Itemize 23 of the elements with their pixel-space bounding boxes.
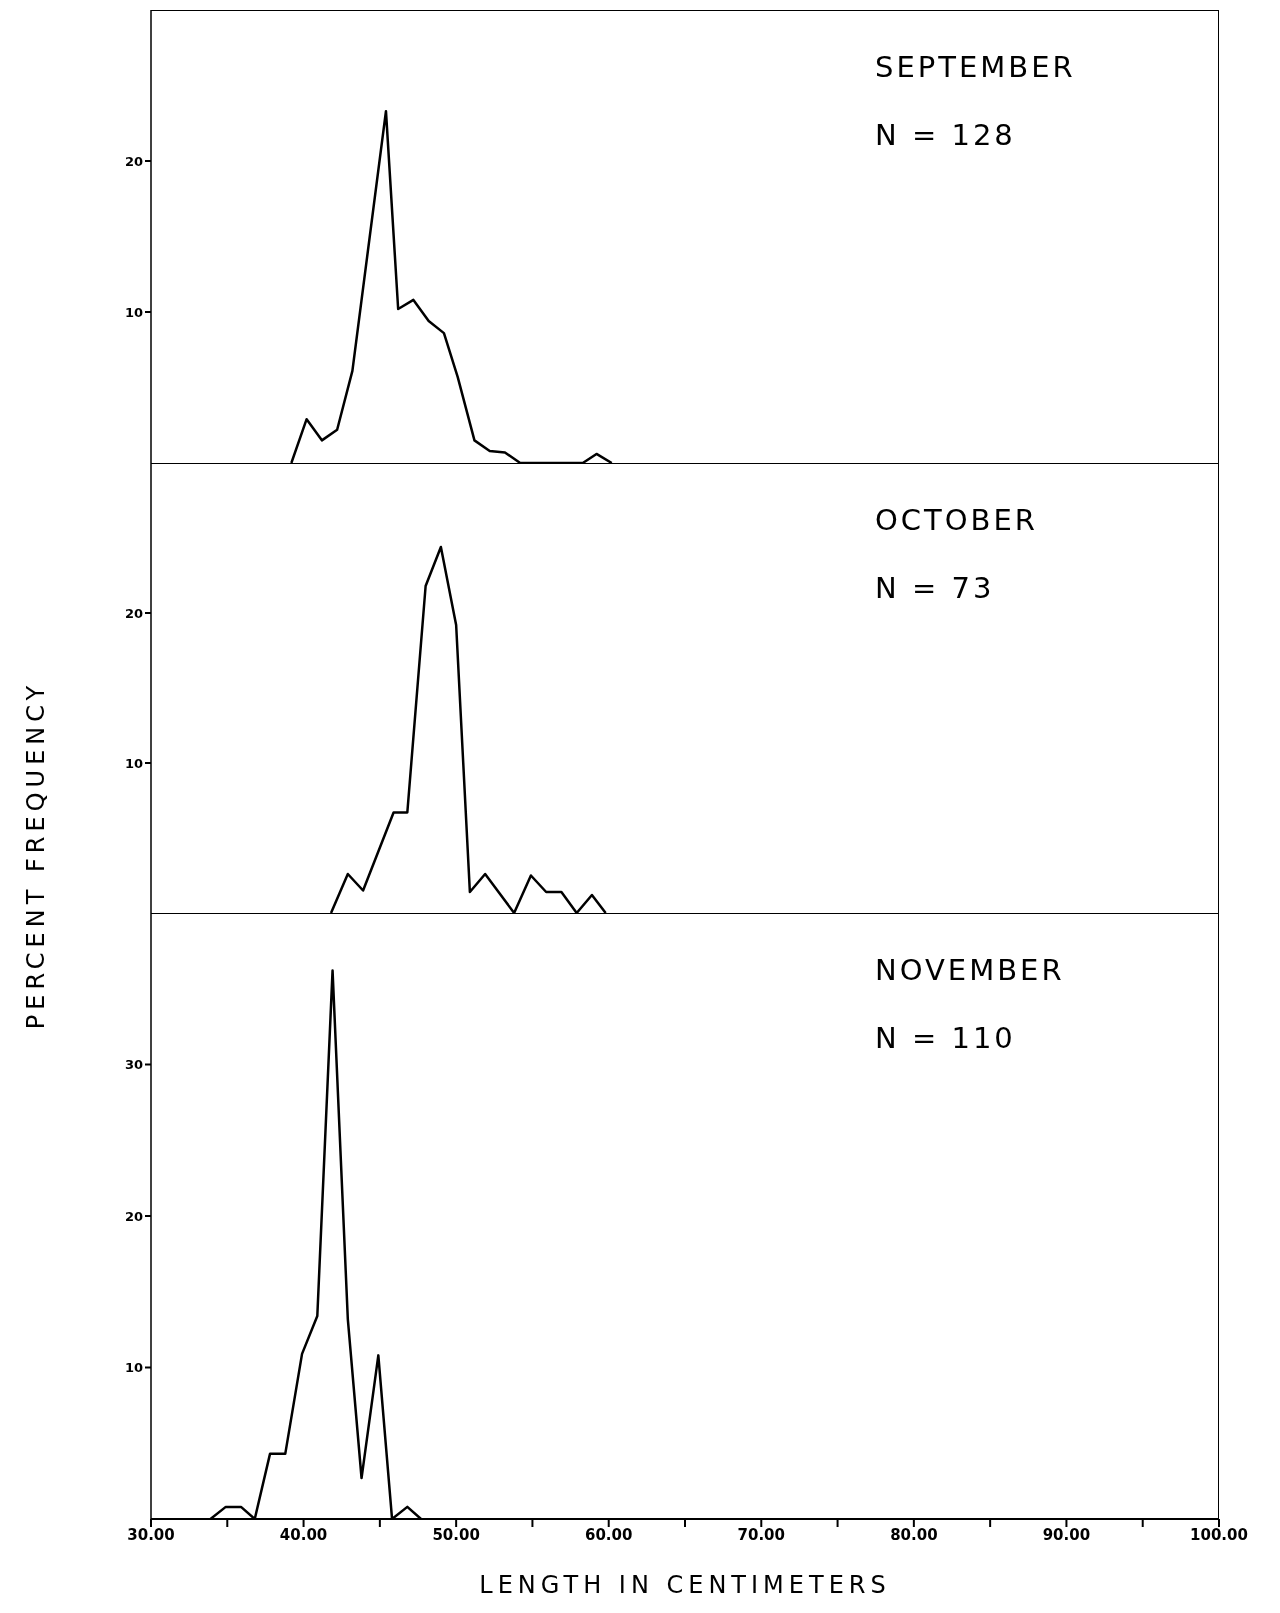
x-tick-label: 100.00 [1190,1525,1248,1544]
y-tick-label: 10 [124,755,143,771]
annotation: N = 73 [875,571,995,605]
annotation: N = 128 [875,118,1016,152]
x-axis-title: LENGTH IN CENTIMETERS [478,1571,892,1599]
x-tick-label: 30.00 [127,1525,175,1544]
x-tick-label: 70.00 [737,1525,786,1544]
y-axis-title: PERCENT FREQUENCY [22,680,50,1030]
x-tick-label: 90.00 [1042,1525,1091,1544]
x-tick-label: 60.00 [584,1525,633,1544]
annotation: SEPTEMBER [875,50,1076,84]
x-tick-label: 80.00 [890,1525,938,1544]
x-tick-label: 40.00 [279,1525,328,1544]
annotation: N = 110 [875,1021,1016,1055]
y-tick-label: 30 [124,1057,143,1073]
x-tick-label: 50.00 [432,1525,480,1544]
y-tick-label: 10 [124,1360,143,1376]
y-tick-label: 20 [124,605,143,621]
annotation: OCTOBER [875,503,1038,537]
y-tick-label: 20 [124,1208,143,1224]
y-tick-label: 10 [124,304,143,320]
annotation: NOVEMBER [875,953,1065,987]
y-tick-label: 20 [124,153,143,169]
